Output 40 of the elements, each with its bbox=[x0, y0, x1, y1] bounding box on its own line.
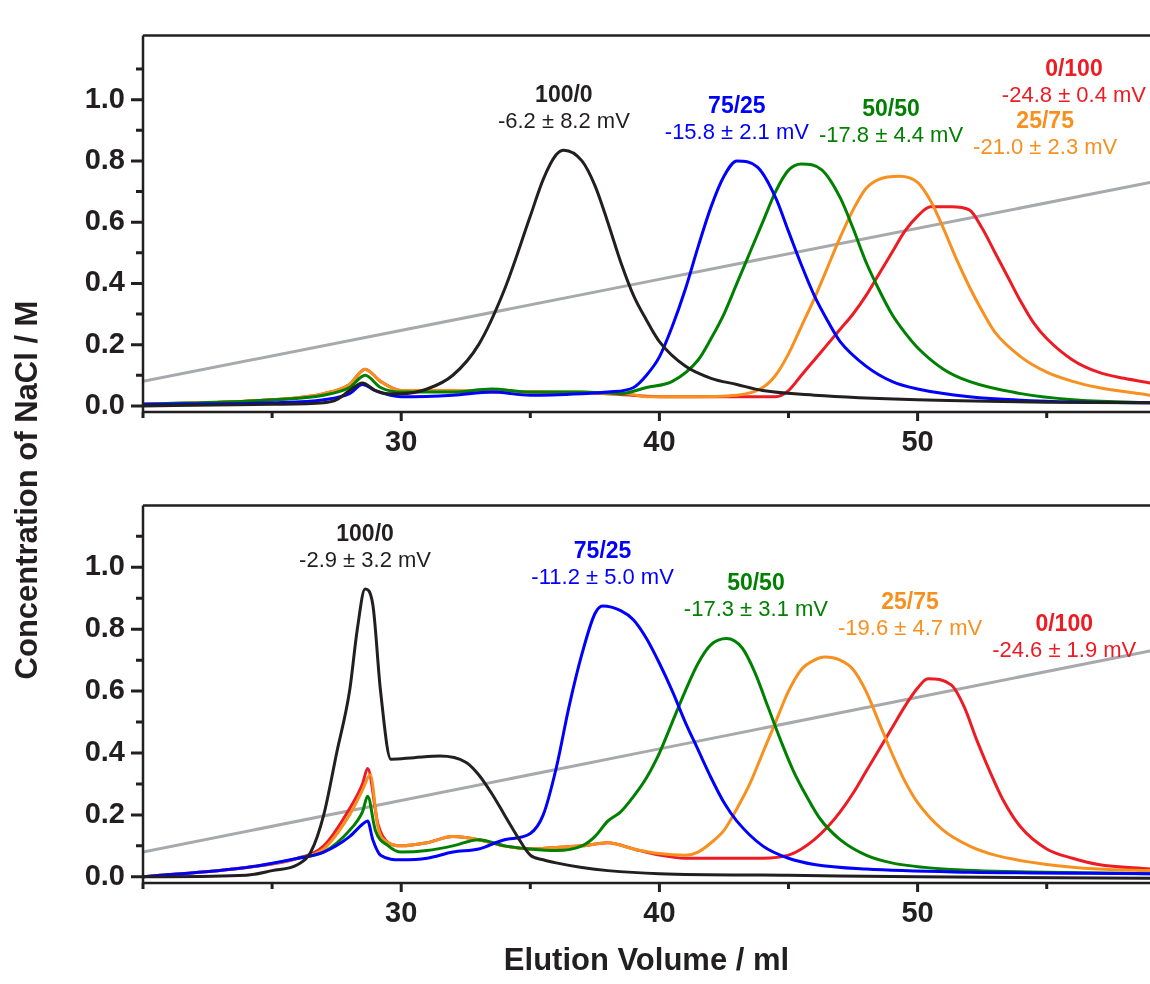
text: 25/75 bbox=[881, 588, 940, 615]
series-label: 50/50 bbox=[727, 569, 785, 596]
y-tick-label: 0.0 bbox=[84, 858, 125, 891]
annotation: -17.3 ± 3.1 mV bbox=[683, 596, 829, 622]
y-tick-label: 0.6 bbox=[84, 673, 125, 706]
x-tick-label: 40 bbox=[643, 896, 676, 929]
x-tick-label: 50 bbox=[901, 896, 934, 929]
annotation: -17.8 ± 4.4 mV bbox=[818, 122, 964, 147]
y-tick-label: 0.8 bbox=[84, 142, 125, 175]
y-tick-label: 0.6 bbox=[84, 204, 125, 237]
y-axis-title: Concentration of NaCl / M bbox=[9, 300, 45, 680]
y-tick-label: 0.0 bbox=[84, 387, 125, 420]
text: 100/0 bbox=[336, 519, 394, 546]
annotation: -24.8 ± 0.4 mV bbox=[1001, 82, 1147, 108]
annotation: -6.2 ± 8.2 mV bbox=[497, 108, 631, 134]
text: 0/100 bbox=[1035, 609, 1093, 636]
x-axis-title: Elution Volume / ml bbox=[503, 941, 790, 977]
y-tick-label: 0.4 bbox=[84, 735, 125, 768]
annotation: -19.6 ± 4.7 mV bbox=[838, 615, 983, 641]
annotation: -24.6 ± 1.9 mV bbox=[992, 636, 1137, 662]
x-tick-label: 50 bbox=[901, 425, 934, 458]
y-tick-label: 0.4 bbox=[84, 265, 125, 298]
y-tick-label: 0.2 bbox=[84, 796, 125, 829]
y-tick-label: 1.0 bbox=[84, 549, 125, 582]
y-tick-label: 0.8 bbox=[84, 611, 125, 644]
text: 75/25 bbox=[573, 536, 632, 563]
x-tick-label: 30 bbox=[385, 425, 418, 458]
annotation: -21.0 ± 2.3 mV bbox=[973, 134, 1118, 160]
text: 25/75 bbox=[1016, 107, 1075, 134]
annotation: -15.8 ± 2.1 mV bbox=[664, 118, 810, 144]
text: 75/25 bbox=[708, 91, 766, 118]
x-tick-label: 40 bbox=[643, 425, 676, 458]
x-tick-label: 30 bbox=[385, 896, 418, 929]
annotation: -11.2 ± 5.0 mV bbox=[531, 563, 675, 589]
text: 0/100 bbox=[1045, 55, 1103, 82]
y-tick-label: 0.2 bbox=[84, 326, 125, 359]
annotation: -2.9 ± 3.2 mV bbox=[299, 546, 432, 572]
y-tick-label: 1.0 bbox=[84, 81, 125, 114]
text: 100/0 bbox=[535, 81, 593, 108]
text: 50/50 bbox=[862, 95, 920, 121]
